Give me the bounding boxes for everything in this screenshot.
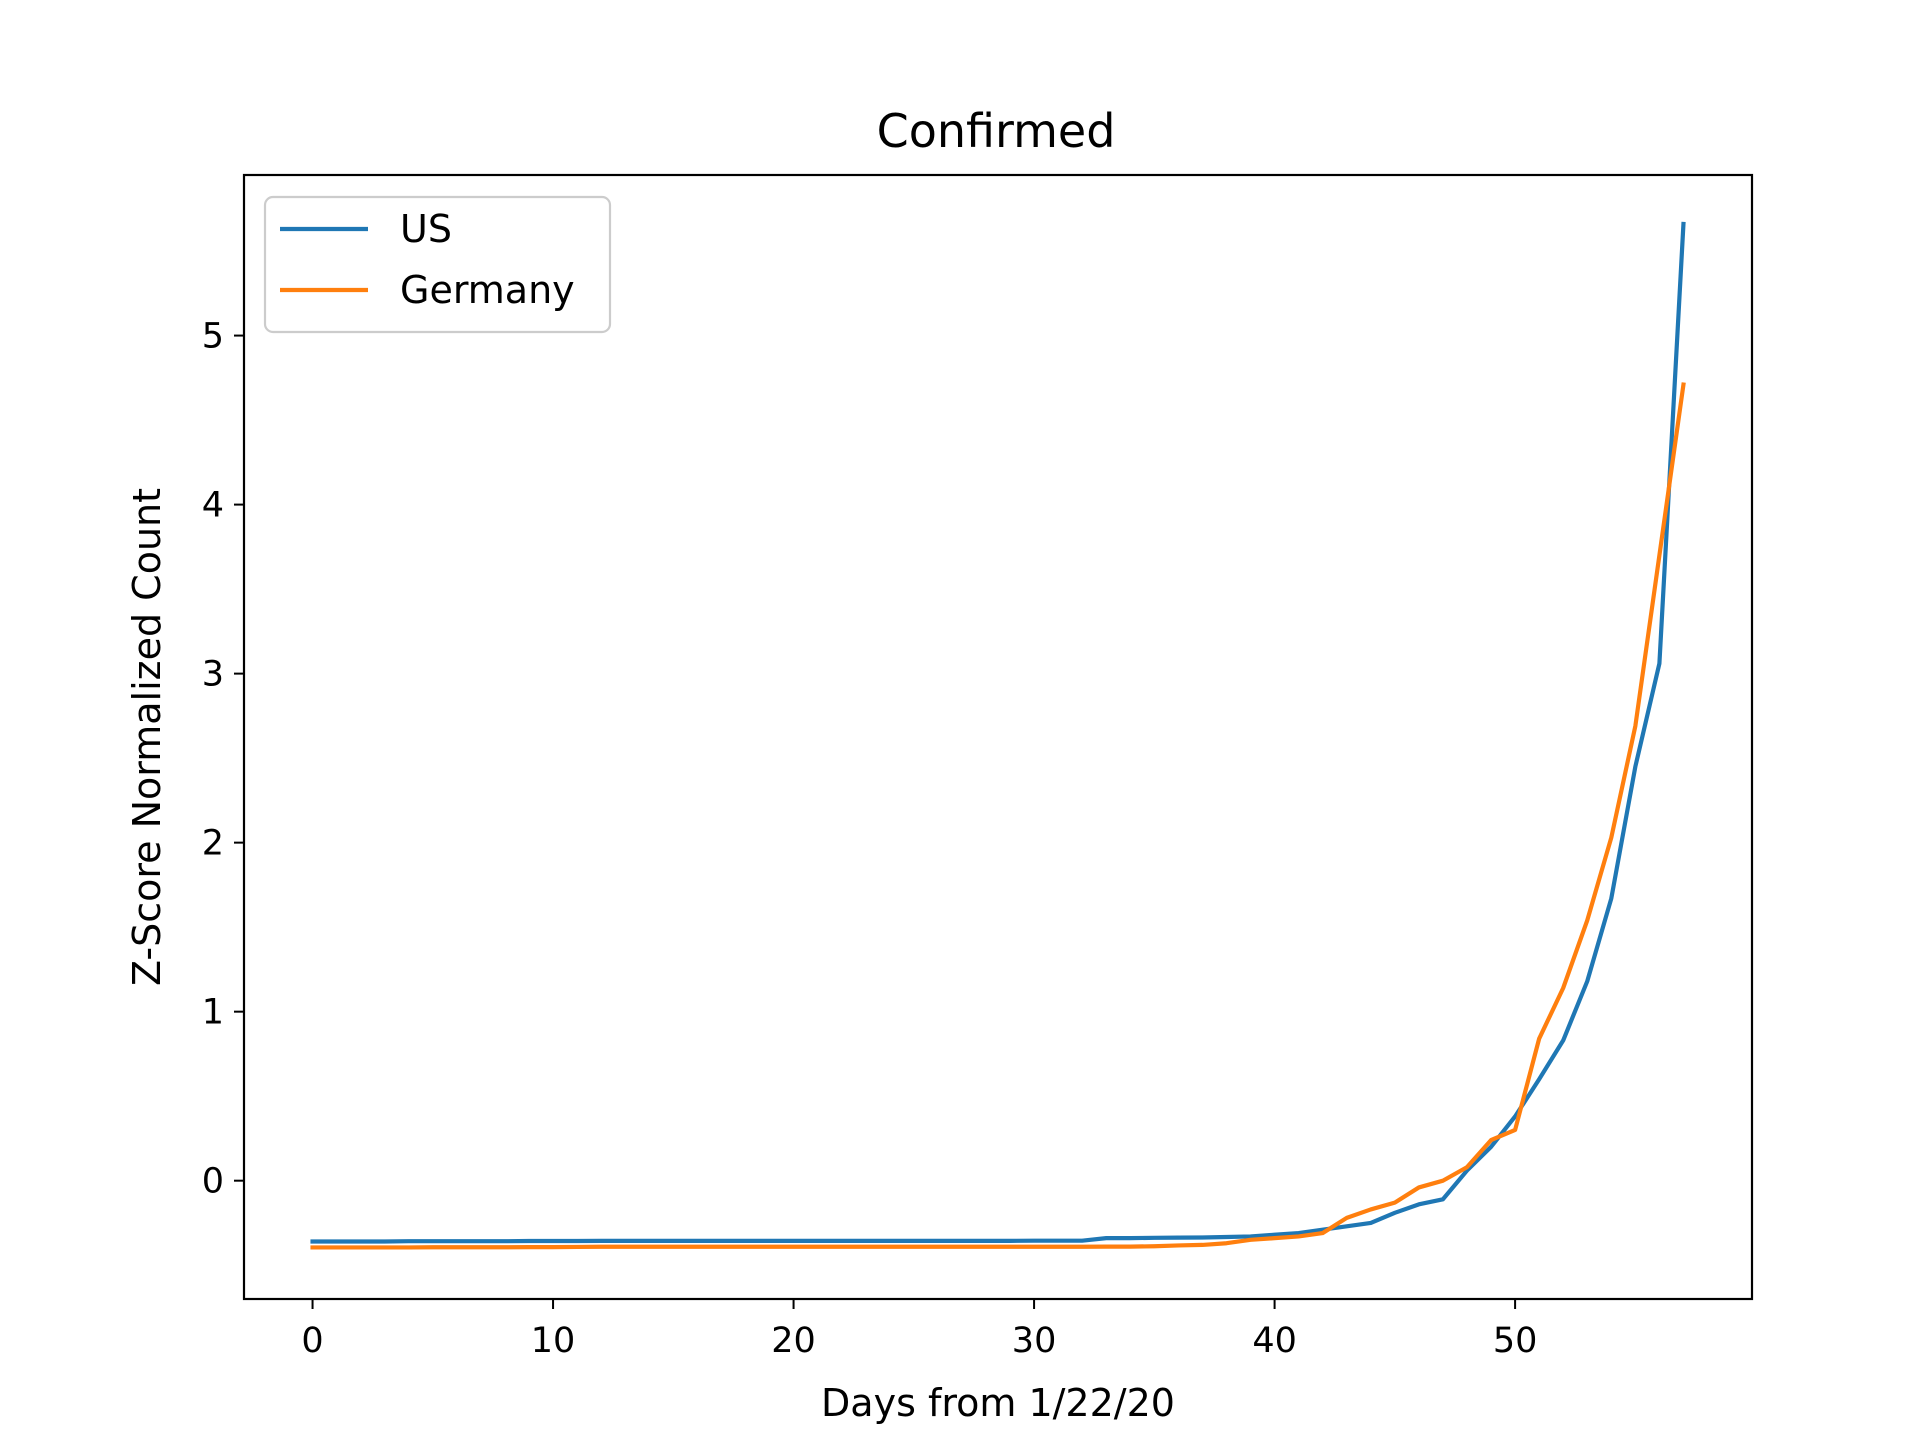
y-axis: 0 1 2 3 4 5	[202, 317, 244, 1202]
x-tick-label: 40	[1252, 1321, 1297, 1361]
y-tick-label: 5	[202, 317, 224, 357]
y-tick-label: 1	[202, 993, 224, 1033]
axes-frame	[242, 173, 1754, 1301]
legend-label: Germany	[400, 268, 575, 312]
plot-lines	[310, 221, 1686, 1250]
x-tick-label: 30	[1012, 1321, 1057, 1361]
y-tick-label: 0	[202, 1162, 224, 1202]
x-axis: 0 10 20 30 40 50	[301, 1299, 1537, 1361]
y-tick-label: 3	[202, 655, 224, 695]
legend: US Germany	[263, 195, 612, 334]
y-axis-title: Z-Score Normalized Count	[125, 488, 169, 986]
y-tick-label: 4	[202, 486, 224, 526]
legend-label: US	[400, 207, 452, 251]
x-tick-label: 0	[301, 1321, 323, 1361]
x-tick-label: 10	[531, 1321, 576, 1361]
series-line-germany	[310, 382, 1686, 1250]
x-tick-label: 50	[1493, 1321, 1538, 1361]
x-axis-title: Days from 1/22/20	[821, 1381, 1175, 1425]
y-tick-label: 2	[202, 824, 224, 864]
series-line-us	[310, 221, 1686, 1244]
x-tick-label: 20	[771, 1321, 816, 1361]
chart-title: Confirmed	[877, 104, 1116, 158]
